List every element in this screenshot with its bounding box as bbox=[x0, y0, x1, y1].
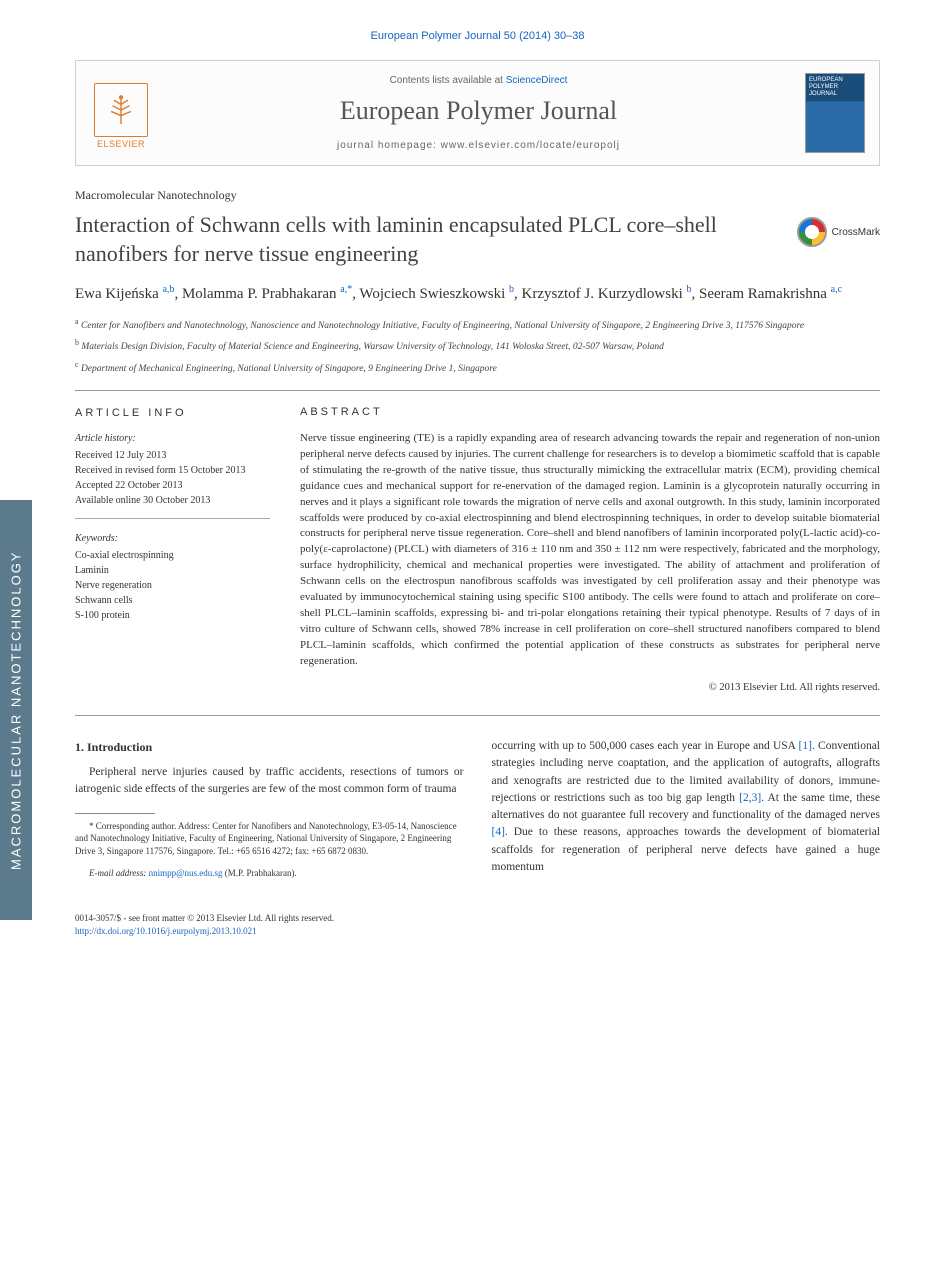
abstract: ABSTRACT Nerve tissue engineering (TE) i… bbox=[300, 405, 880, 695]
crossmark-label: CrossMark bbox=[832, 227, 880, 238]
sidebar-tab: MACROMOLECULAR NANOTECHNOLOGY bbox=[0, 500, 32, 920]
elsevier-label: ELSEVIER bbox=[97, 139, 145, 149]
intro-text-a: occurring with up to 500,000 cases each … bbox=[492, 740, 799, 752]
keyword: Laminin bbox=[75, 563, 270, 578]
ref-link-1[interactable]: [1] bbox=[799, 740, 812, 752]
ref-link-3[interactable]: [4] bbox=[492, 826, 505, 838]
email-footnote: E-mail address: nnimpp@nus.edu.sg (M.P. … bbox=[75, 867, 464, 880]
intro-heading: 1. Introduction bbox=[75, 738, 464, 756]
elsevier-logo: ELSEVIER bbox=[90, 77, 152, 149]
header-center: Contents lists available at ScienceDirec… bbox=[166, 75, 791, 151]
corr-label: * Corresponding author. bbox=[89, 821, 176, 831]
intro-paragraph-1: Peripheral nerve injuries caused by traf… bbox=[75, 764, 464, 799]
citation-line: European Polymer Journal 50 (2014) 30–38 bbox=[75, 30, 880, 42]
history-line: Received 12 July 2013 bbox=[75, 448, 270, 463]
footer-info: 0014-3057/$ - see front matter © 2013 El… bbox=[75, 912, 880, 937]
sciencedirect-link[interactable]: ScienceDirect bbox=[506, 75, 568, 86]
affiliation: b Materials Design Division, Faculty of … bbox=[75, 337, 880, 354]
history-block: Article history: Received 12 July 2013Re… bbox=[75, 431, 270, 519]
history-line: Accepted 22 October 2013 bbox=[75, 478, 270, 493]
section-tag: Macromolecular Nanotechnology bbox=[75, 188, 880, 203]
keyword: Co-axial electrospinning bbox=[75, 548, 270, 563]
contents-prefix: Contents lists available at bbox=[390, 75, 506, 86]
homepage-url[interactable]: www.elsevier.com/locate/europolj bbox=[441, 140, 620, 151]
affiliation: c Department of Mechanical Engineering, … bbox=[75, 359, 880, 376]
keyword: Schwann cells bbox=[75, 593, 270, 608]
keyword: Nerve regeneration bbox=[75, 578, 270, 593]
title-row: Interaction of Schwann cells with lamini… bbox=[75, 211, 880, 268]
journal-cover-thumb: EUROPEAN POLYMER JOURNAL bbox=[805, 73, 865, 153]
contents-line: Contents lists available at ScienceDirec… bbox=[166, 75, 791, 86]
keyword: S-100 protein bbox=[75, 608, 270, 623]
abstract-heading: ABSTRACT bbox=[300, 405, 880, 421]
intro-paragraph-2: occurring with up to 500,000 cases each … bbox=[492, 738, 881, 876]
affiliations: a Center for Nanofibers and Nanotechnolo… bbox=[75, 316, 880, 376]
history-label: Article history: bbox=[75, 431, 270, 446]
issn-line: 0014-3057/$ - see front matter © 2013 El… bbox=[75, 912, 880, 925]
history-line: Available online 30 October 2013 bbox=[75, 493, 270, 508]
keywords-label: Keywords: bbox=[75, 531, 270, 546]
affiliation: a Center for Nanofibers and Nanotechnolo… bbox=[75, 316, 880, 333]
article-title: Interaction of Schwann cells with lamini… bbox=[75, 211, 777, 268]
journal-header: ELSEVIER Contents lists available at Sci… bbox=[75, 60, 880, 166]
corr-email[interactable]: nnimpp@nus.edu.sg bbox=[149, 868, 223, 878]
body-columns: 1. Introduction Peripheral nerve injurie… bbox=[75, 738, 880, 888]
intro-text-d: . Due to these reasons, approaches towar… bbox=[492, 826, 881, 873]
abstract-text: Nerve tissue engineering (TE) is a rapid… bbox=[300, 431, 880, 670]
article-info: ARTICLE INFO Article history: Received 1… bbox=[75, 405, 270, 695]
history-line: Received in revised form 15 October 2013 bbox=[75, 463, 270, 478]
divider-2 bbox=[75, 715, 880, 716]
info-heading: ARTICLE INFO bbox=[75, 405, 270, 422]
crossmark-badge[interactable]: CrossMark bbox=[797, 217, 880, 247]
ref-link-2[interactable]: [2,3] bbox=[739, 792, 761, 804]
email-label: E-mail address: bbox=[89, 868, 149, 878]
homepage-line: journal homepage: www.elsevier.com/locat… bbox=[166, 140, 791, 151]
journal-name: European Polymer Journal bbox=[166, 96, 791, 126]
footnote-separator bbox=[75, 813, 155, 814]
homepage-prefix: journal homepage: bbox=[337, 140, 441, 151]
page: European Polymer Journal 50 (2014) 30–38… bbox=[0, 0, 935, 967]
email-tail: (M.P. Prabhakaran). bbox=[222, 868, 296, 878]
doi-link[interactable]: http://dx.doi.org/10.1016/j.eurpolymj.20… bbox=[75, 925, 880, 938]
authors: Ewa Kijeńska a,b, Molamma P. Prabhakaran… bbox=[75, 282, 880, 306]
info-abstract-row: ARTICLE INFO Article history: Received 1… bbox=[75, 405, 880, 695]
crossmark-icon bbox=[797, 217, 827, 247]
divider bbox=[75, 390, 880, 391]
keywords-block: Keywords: Co-axial electrospinningLamini… bbox=[75, 531, 270, 623]
corresponding-footnote: * Corresponding author. Address: Center … bbox=[75, 820, 464, 858]
elsevier-tree-icon bbox=[94, 83, 148, 137]
abstract-copyright: © 2013 Elsevier Ltd. All rights reserved… bbox=[300, 680, 880, 695]
